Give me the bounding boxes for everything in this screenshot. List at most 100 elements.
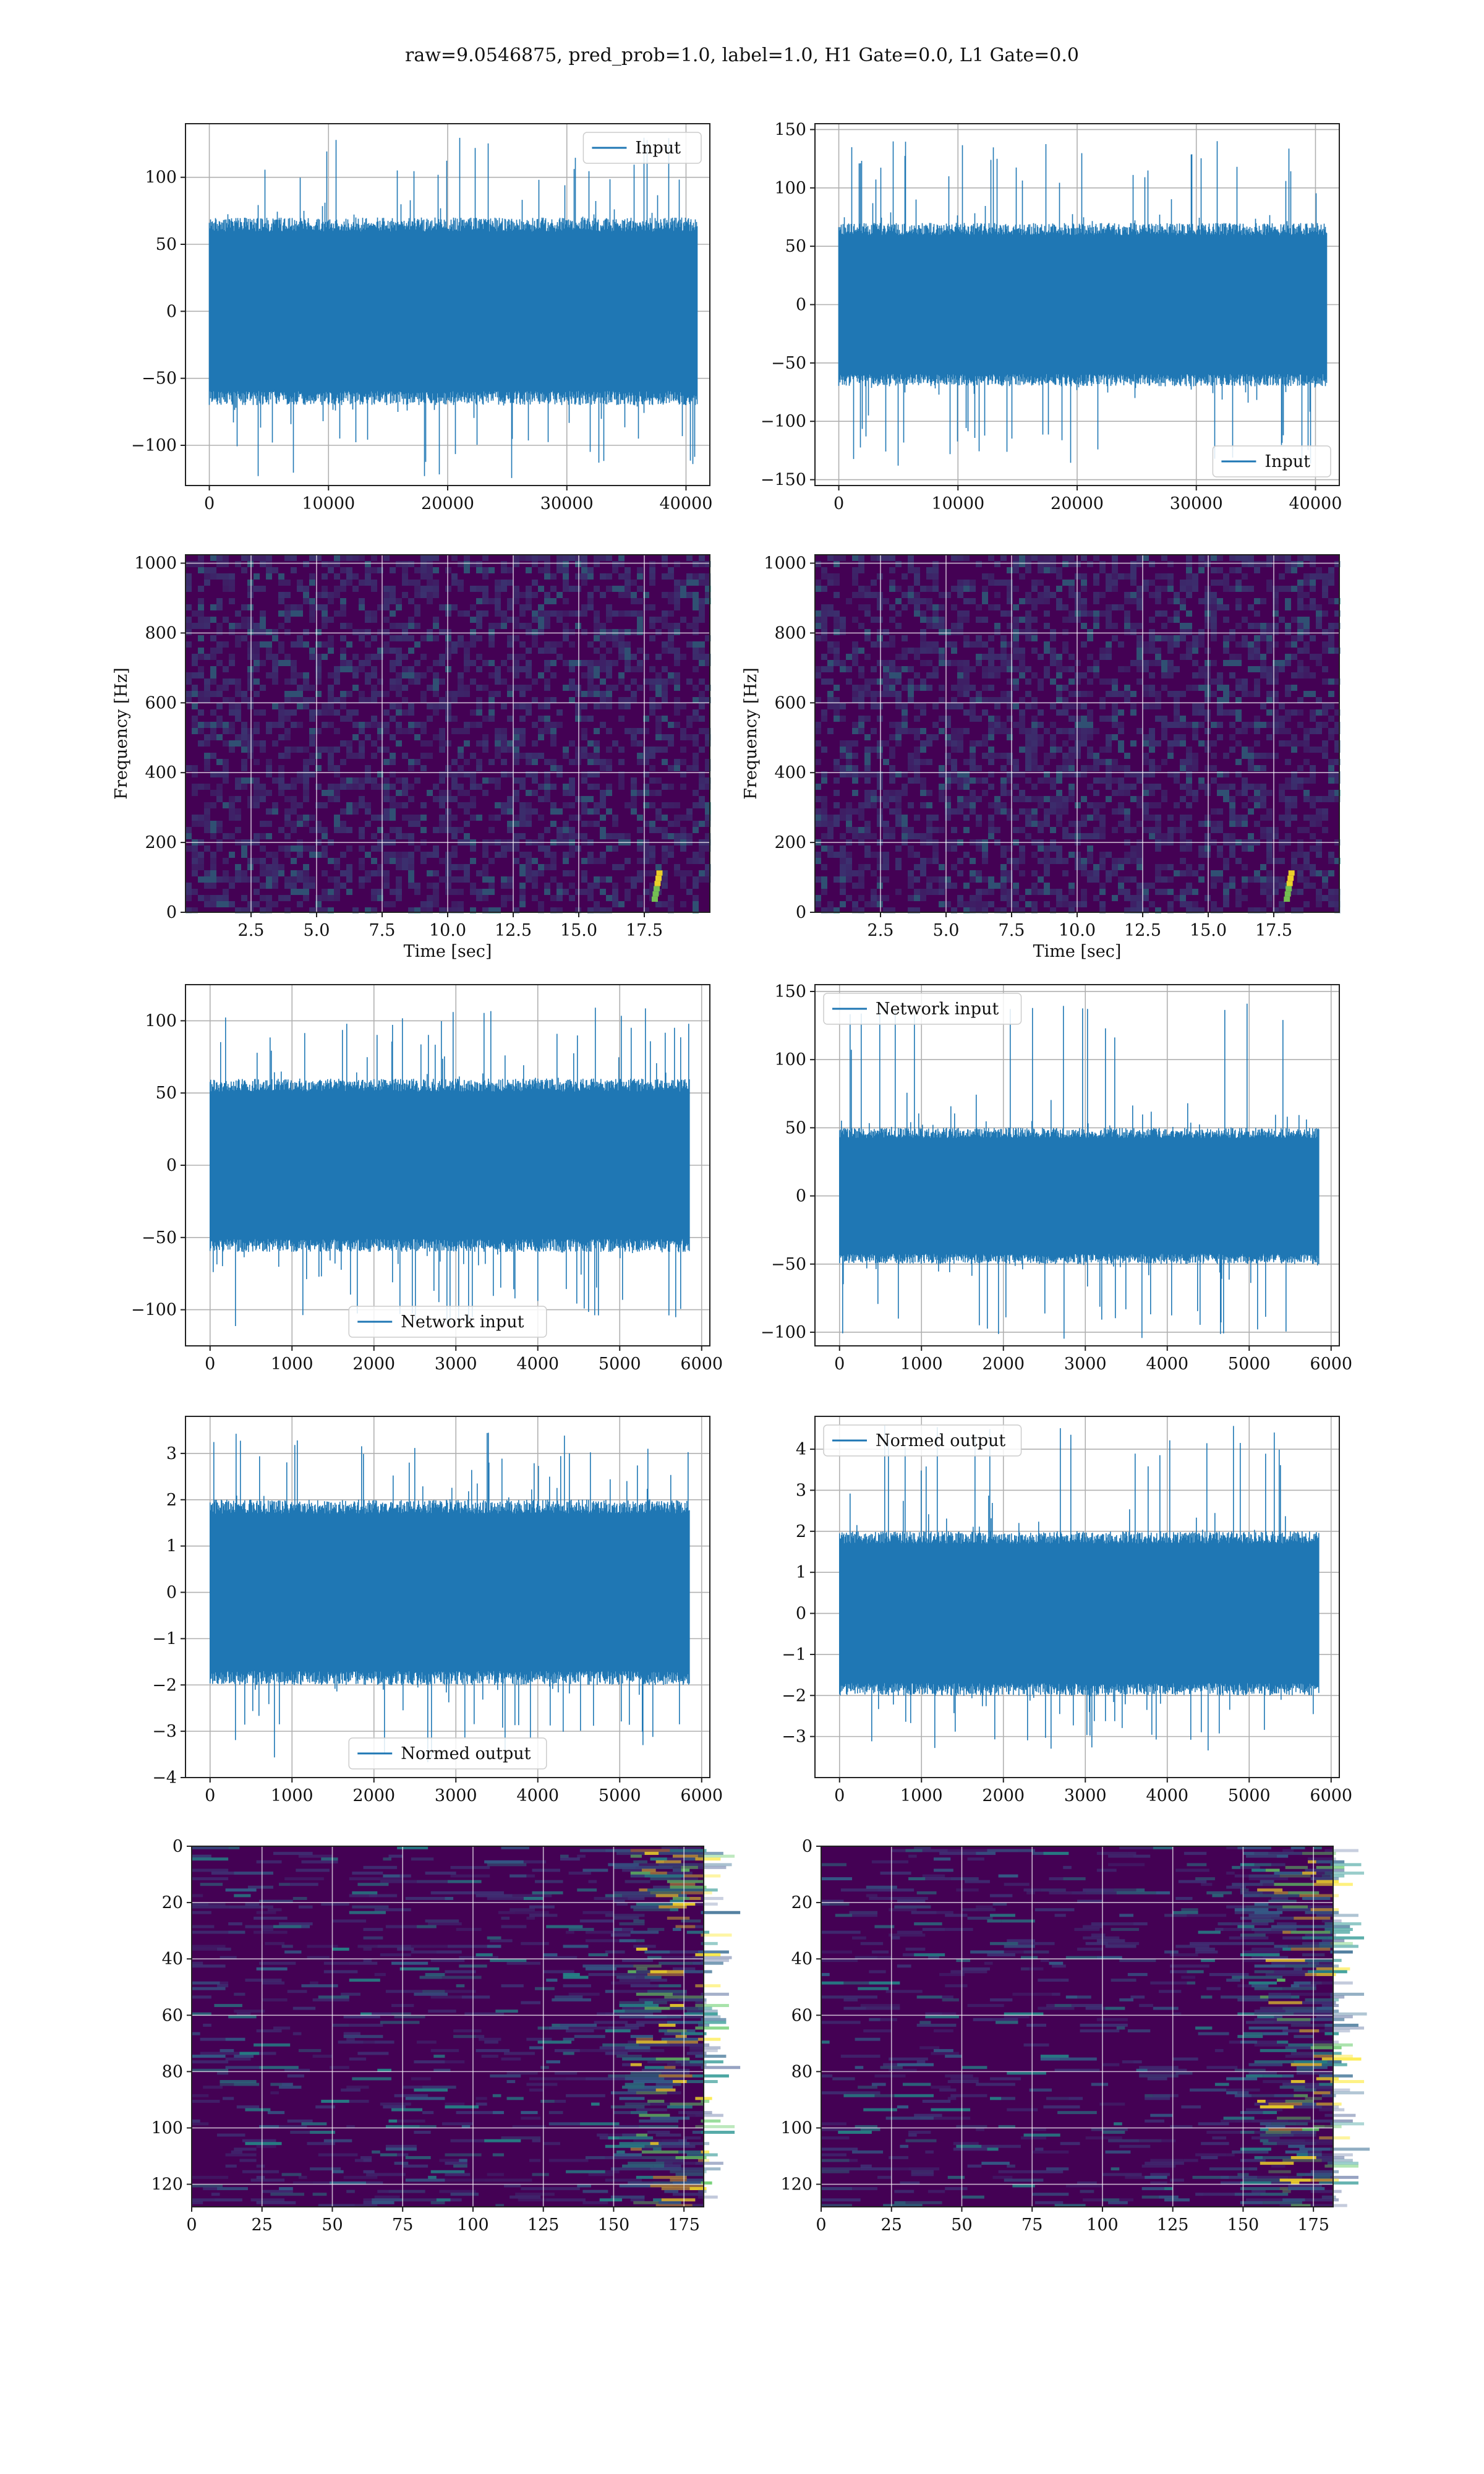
heatmap-cell [482, 586, 488, 592]
heatmap-cell [482, 716, 488, 722]
heatmap-cell [464, 833, 470, 839]
heatmap-cell [526, 709, 532, 716]
heatmap-cell [451, 555, 458, 561]
heatmap-cell [556, 907, 563, 914]
tick-label-y: 150 [774, 120, 806, 139]
heatmap-cell [988, 771, 994, 777]
heatmap-cell [606, 808, 612, 815]
heatmap-cell [895, 672, 902, 678]
heatmap-cell [1211, 629, 1217, 635]
heatmap-cell [612, 740, 618, 747]
heatmap-cell [470, 753, 476, 759]
heatmap-cell [1334, 907, 1341, 914]
heatmap-cell [1334, 790, 1341, 796]
heatmap-cell [1118, 808, 1124, 815]
heatmap-cell [278, 648, 284, 654]
heatmap-cell [532, 635, 538, 641]
heatmap-cell [383, 833, 390, 839]
heatmap-cell [216, 604, 223, 610]
heatmap-cell [510, 1874, 527, 1878]
heatmap-cell [1328, 771, 1334, 777]
heatmap-cell [556, 555, 563, 561]
heatmap-cell [1000, 802, 1007, 808]
heatmap-cell [464, 722, 470, 728]
heatmap-cell [902, 685, 908, 691]
heatmap-cell [198, 709, 204, 716]
heatmap-cell [1273, 907, 1279, 914]
heatmap-cell [390, 852, 396, 858]
heatmap-cell [625, 629, 631, 635]
heatmap-cell [513, 907, 519, 914]
heatmap-cell [538, 555, 544, 561]
heatmap-cell [439, 790, 445, 796]
heatmap-cell [1099, 759, 1106, 765]
heatmap-cell [377, 654, 383, 660]
heatmap-cell [1106, 796, 1112, 802]
heatmap-cell [655, 678, 662, 685]
heatmap-cell [560, 1854, 569, 1858]
heatmap-cell [686, 722, 693, 728]
heatmap-cell [420, 901, 427, 907]
heatmap-cell [672, 1868, 681, 1872]
heatmap-cell [433, 852, 439, 858]
heatmap-cell [297, 852, 303, 858]
heatmap-cell [643, 790, 649, 796]
heatmap-cell [476, 870, 482, 876]
heatmap-cell [390, 827, 396, 833]
heatmap-cell [1031, 883, 1038, 889]
heatmap-cell [383, 604, 390, 610]
heatmap-cell [507, 802, 513, 808]
heatmap-cell [1025, 617, 1031, 623]
heatmap-cell [1186, 845, 1192, 852]
heatmap-cell [637, 629, 643, 635]
heatmap-cell [235, 808, 241, 815]
heatmap-cell [1013, 604, 1019, 610]
heatmap-cell [1322, 895, 1328, 901]
heatmap-cell [1124, 858, 1130, 864]
heatmap-cell [957, 580, 963, 586]
heatmap-cell [1112, 864, 1118, 870]
heatmap-cell [458, 790, 464, 796]
heatmap-cell [309, 753, 315, 759]
heatmap-cell [668, 802, 674, 808]
heatmap-cell [284, 753, 291, 759]
heatmap-cell [864, 864, 871, 870]
heatmap-cell [1217, 821, 1223, 827]
heatmap-cell [235, 876, 241, 883]
heatmap-cell [877, 808, 883, 815]
tick-label-x: 10000 [302, 494, 355, 513]
heatmap-cell [414, 678, 420, 685]
heatmap-cell [451, 889, 458, 895]
heatmap-cell [501, 678, 507, 685]
heatmap-cell [532, 722, 538, 728]
heatmap-cell [1106, 740, 1112, 747]
heatmap-cell [427, 666, 433, 672]
heatmap-cell [668, 833, 674, 839]
heatmap-cell [1081, 610, 1087, 617]
heatmap-cell [495, 610, 501, 617]
heatmap-cell [1112, 765, 1118, 771]
heatmap-cell [420, 697, 427, 703]
heatmap-cell [291, 660, 297, 666]
heatmap-cell [482, 852, 488, 858]
heatmap-cell [340, 586, 346, 592]
heatmap-cell [1322, 740, 1328, 747]
heatmap-cell [699, 870, 705, 876]
heatmap-cell [1310, 635, 1316, 641]
heatmap-cell [1155, 889, 1161, 895]
heatmap-cell [970, 598, 976, 604]
heatmap-cell [291, 796, 297, 802]
heatmap-cell [871, 697, 877, 703]
heatmap-cell [1334, 771, 1341, 777]
tick-label-y: 100 [774, 179, 806, 198]
heatmap-cell [377, 691, 383, 697]
heatmap-cell [198, 895, 204, 901]
heatmap-cell [291, 672, 297, 678]
heatmap-cell [458, 685, 464, 691]
heatmap-cell [668, 623, 674, 629]
heatmap-cell [902, 790, 908, 796]
heatmap-cell [655, 716, 662, 722]
heatmap-cell [613, 1891, 650, 1894]
heatmap-cell [693, 709, 699, 716]
heatmap-cell [359, 747, 365, 753]
